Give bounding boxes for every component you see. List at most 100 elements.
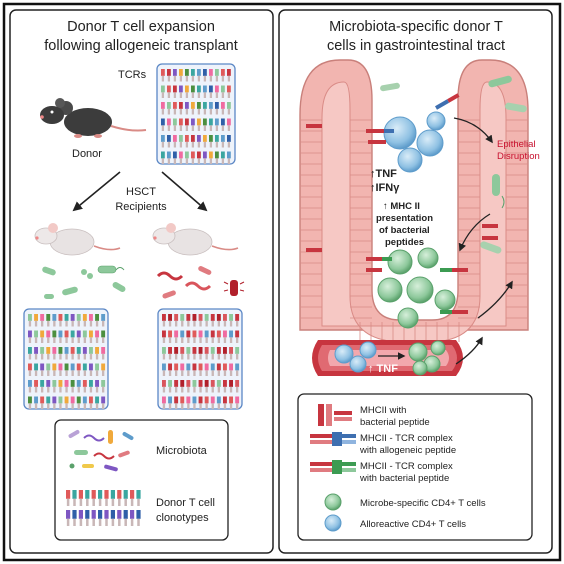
tcr-clone-stem: [203, 92, 207, 98]
tcr-clone-mark: [161, 69, 165, 76]
tcr-clone-mark: [46, 330, 51, 338]
left-panel: Donor T cell expansion following allogen…: [9, 9, 274, 554]
legend-microbiota-label: Microbiota: [156, 445, 208, 457]
tcr-clone-mark: [101, 380, 106, 387]
tcr-clone-mark: [185, 135, 189, 142]
tcr-clone-stem: [199, 403, 202, 409]
tcr-clone-mark: [221, 135, 225, 142]
tcr-clone-mark: [179, 102, 183, 109]
tcr-clone-mark: [197, 85, 201, 93]
tcr-clone-stem: [193, 386, 196, 393]
right-title-line1: Microbiota-specific donor T: [329, 19, 503, 35]
tcr-clone-stem: [95, 353, 99, 360]
tcr-clone-mark: [216, 363, 221, 371]
tcr-clone-mark: [40, 347, 45, 354]
tcr-clone-mark: [229, 314, 233, 321]
alloreactive-cell-cluster: [383, 111, 446, 173]
tcr-clone-stem: [95, 403, 99, 409]
tcr-clone-stem: [73, 518, 76, 526]
tcr-clone-mark: [203, 102, 207, 109]
tcr-clone-stem: [205, 320, 208, 327]
tcr-clone-mark: [66, 490, 71, 499]
tcr-clone-stem: [65, 320, 68, 327]
microbe-specific-cell: [397, 307, 419, 329]
tcr-clone-mark: [180, 396, 185, 404]
tcr-clone-mark: [192, 380, 197, 387]
tcr-clone-stem: [47, 320, 50, 327]
left-title-line1: Donor T cell expansion: [67, 19, 215, 35]
microbe-specific-cell: [434, 289, 456, 311]
tcr-clone-mark: [174, 330, 179, 338]
tcr-clone-mark: [186, 380, 191, 387]
legend-item2-line1: MHCII - TCR complex: [360, 433, 453, 444]
tcr-clone-stem: [162, 337, 166, 343]
tcr-clone-stem: [65, 353, 68, 360]
tcr-clone-stem: [167, 75, 171, 82]
microbe-specific-cell: [408, 342, 428, 362]
tcr-clone-stem: [205, 403, 208, 409]
tcr-clone-stem: [161, 158, 165, 164]
tcr-clone-mark: [180, 330, 185, 338]
vessel-tnf-label: ↑ TNF: [368, 363, 398, 375]
tcr-clone-mark: [209, 135, 213, 142]
tcr-clone-stem: [217, 337, 221, 343]
tcr-clone-stem: [173, 108, 177, 115]
tcr-clone-stem: [167, 158, 171, 164]
tcr-clone-stem: [227, 141, 231, 148]
tcr-clone-mark: [203, 118, 207, 126]
tcr-clone-stem: [77, 353, 80, 360]
tcr-clone-stem: [79, 518, 83, 526]
legend-item1-line2: bacterial peptide: [360, 417, 430, 428]
legend-item3-line1: MHCII - TCR complex: [360, 461, 453, 472]
tcr-clone-mark: [34, 347, 38, 354]
tcr-clone-stem: [40, 353, 44, 360]
tcr-clone-stem: [161, 125, 165, 131]
tcr-clone-stem: [191, 141, 195, 148]
tcr-clone-stem: [215, 125, 219, 131]
tcr-clone-mark: [186, 330, 191, 338]
tcr-clone-mark: [28, 314, 32, 321]
tcr-clone-mark: [168, 330, 172, 338]
tcr-clone-mark: [136, 510, 141, 519]
tcr-clone-mark: [216, 330, 221, 338]
tcr-clone-stem: [185, 108, 189, 115]
tcr-clone-mark: [70, 396, 75, 404]
tcr-clone-stem: [83, 370, 87, 376]
tcr-clone-mark: [95, 363, 99, 371]
tcr-clone-mark: [167, 135, 171, 142]
tcr-clone-mark: [64, 347, 69, 354]
tcr-clone-mark: [85, 510, 90, 519]
tcr-clone-mark: [117, 490, 122, 499]
tcr-clone-mark: [197, 102, 201, 109]
tcr-clone-stem: [167, 108, 171, 115]
tcr-clone-mark: [227, 118, 231, 126]
tcr-clone-mark: [198, 330, 203, 338]
arrow-to-recipient-left: [72, 171, 121, 212]
tcr-clone-mark: [95, 347, 99, 354]
tcr-clone-stem: [174, 337, 178, 343]
tcr-clone-stem: [215, 92, 219, 98]
tcr-clone-mark: [223, 314, 227, 321]
tcr-clone-mark: [104, 490, 109, 499]
tcr-clone-mark: [40, 330, 45, 338]
tcr-clone-stem: [227, 108, 231, 115]
green-microbiota-icon: [42, 265, 126, 299]
tcr-clone-stem: [59, 370, 62, 376]
tcr-clone-mark: [95, 330, 99, 338]
tcr-clone-mark: [136, 490, 141, 499]
tcr-clone-mark: [229, 363, 233, 371]
tcr-clone-stem: [223, 386, 227, 393]
tcr-clone-stem: [101, 386, 105, 393]
tcr-clone-mark: [215, 151, 219, 159]
tcr-clone-mark: [204, 396, 209, 404]
tcr-clone-mark: [52, 363, 57, 371]
tcr-clone-stem: [205, 353, 208, 360]
tcr-array: [161, 69, 231, 164]
tcr-clone-stem: [124, 498, 127, 506]
tcr-clone-mark: [64, 330, 69, 338]
tcr-clone-stem: [217, 320, 221, 327]
tcr-clone-stem: [101, 370, 105, 376]
tcr-clone-mark: [66, 510, 71, 519]
tcr-clone-mark: [46, 363, 51, 371]
